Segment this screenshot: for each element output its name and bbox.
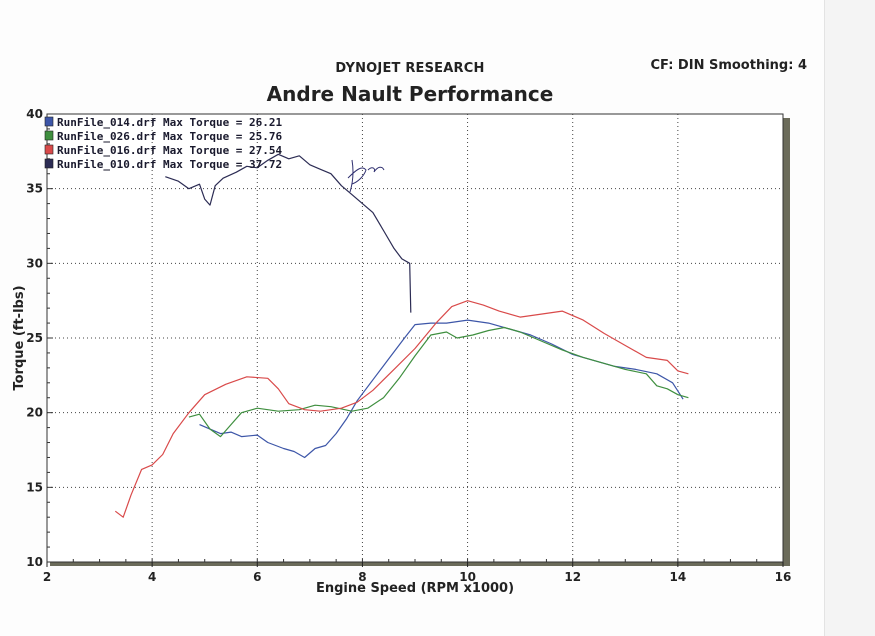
x-tick-label: 2 (43, 570, 51, 584)
handwritten-annotation (347, 159, 385, 193)
x-tick-label: 6 (253, 570, 261, 584)
x-tick-label: 14 (670, 570, 687, 584)
tick-labels: 2 4 6 8 10 12 14 16 10 15 20 25 30 35 40 (26, 107, 791, 584)
y-tick-label: 35 (26, 182, 43, 196)
legend-swatch (44, 144, 54, 155)
legend-entry: RunFile_014.drf Max Torque = 26.21 (57, 116, 283, 129)
y-tick-label: 40 (26, 107, 43, 121)
legend-entry: RunFile_016.drf Max Torque = 27.54 (57, 144, 283, 157)
x-tick-label: 4 (148, 570, 156, 584)
legend-swatch (44, 130, 54, 141)
series-line-2 (188, 326, 689, 438)
company-name: DYNOJET RESEARCH (335, 61, 485, 76)
x-tick-label: 12 (564, 570, 581, 584)
series-line-3 (114, 300, 689, 518)
correction-settings: CF: DIN Smoothing: 4 (650, 58, 808, 73)
series-layer (114, 153, 689, 518)
x-tick-label: 8 (358, 570, 366, 584)
series-line-4 (165, 153, 412, 313)
legend-swatch (44, 158, 54, 169)
x-tick-label: 16 (775, 570, 792, 584)
x-axis-label: Engine Speed (RPM x1000) (316, 581, 514, 596)
y-axis-label: Torque (ft-lbs) (12, 285, 27, 390)
legend-entry: RunFile_010.drf Max Torque = 37.72 (57, 158, 282, 171)
y-tick-label: 10 (26, 555, 43, 569)
y-tick-label: 20 (26, 406, 43, 420)
chart-title: Andre Nault Performance (266, 82, 554, 106)
legend-swatch (44, 116, 54, 127)
grid (46, 113, 784, 567)
y-tick-label: 25 (26, 331, 43, 345)
y-tick-label: 30 (26, 256, 43, 270)
x-tick-label: 10 (459, 570, 476, 584)
legend: RunFile_014.drf Max Torque = 26.21RunFil… (44, 116, 283, 171)
y-tick-label: 15 (26, 480, 43, 494)
paper-edge (824, 0, 875, 636)
legend-entry: RunFile_026.drf Max Torque = 25.76 (57, 130, 283, 143)
